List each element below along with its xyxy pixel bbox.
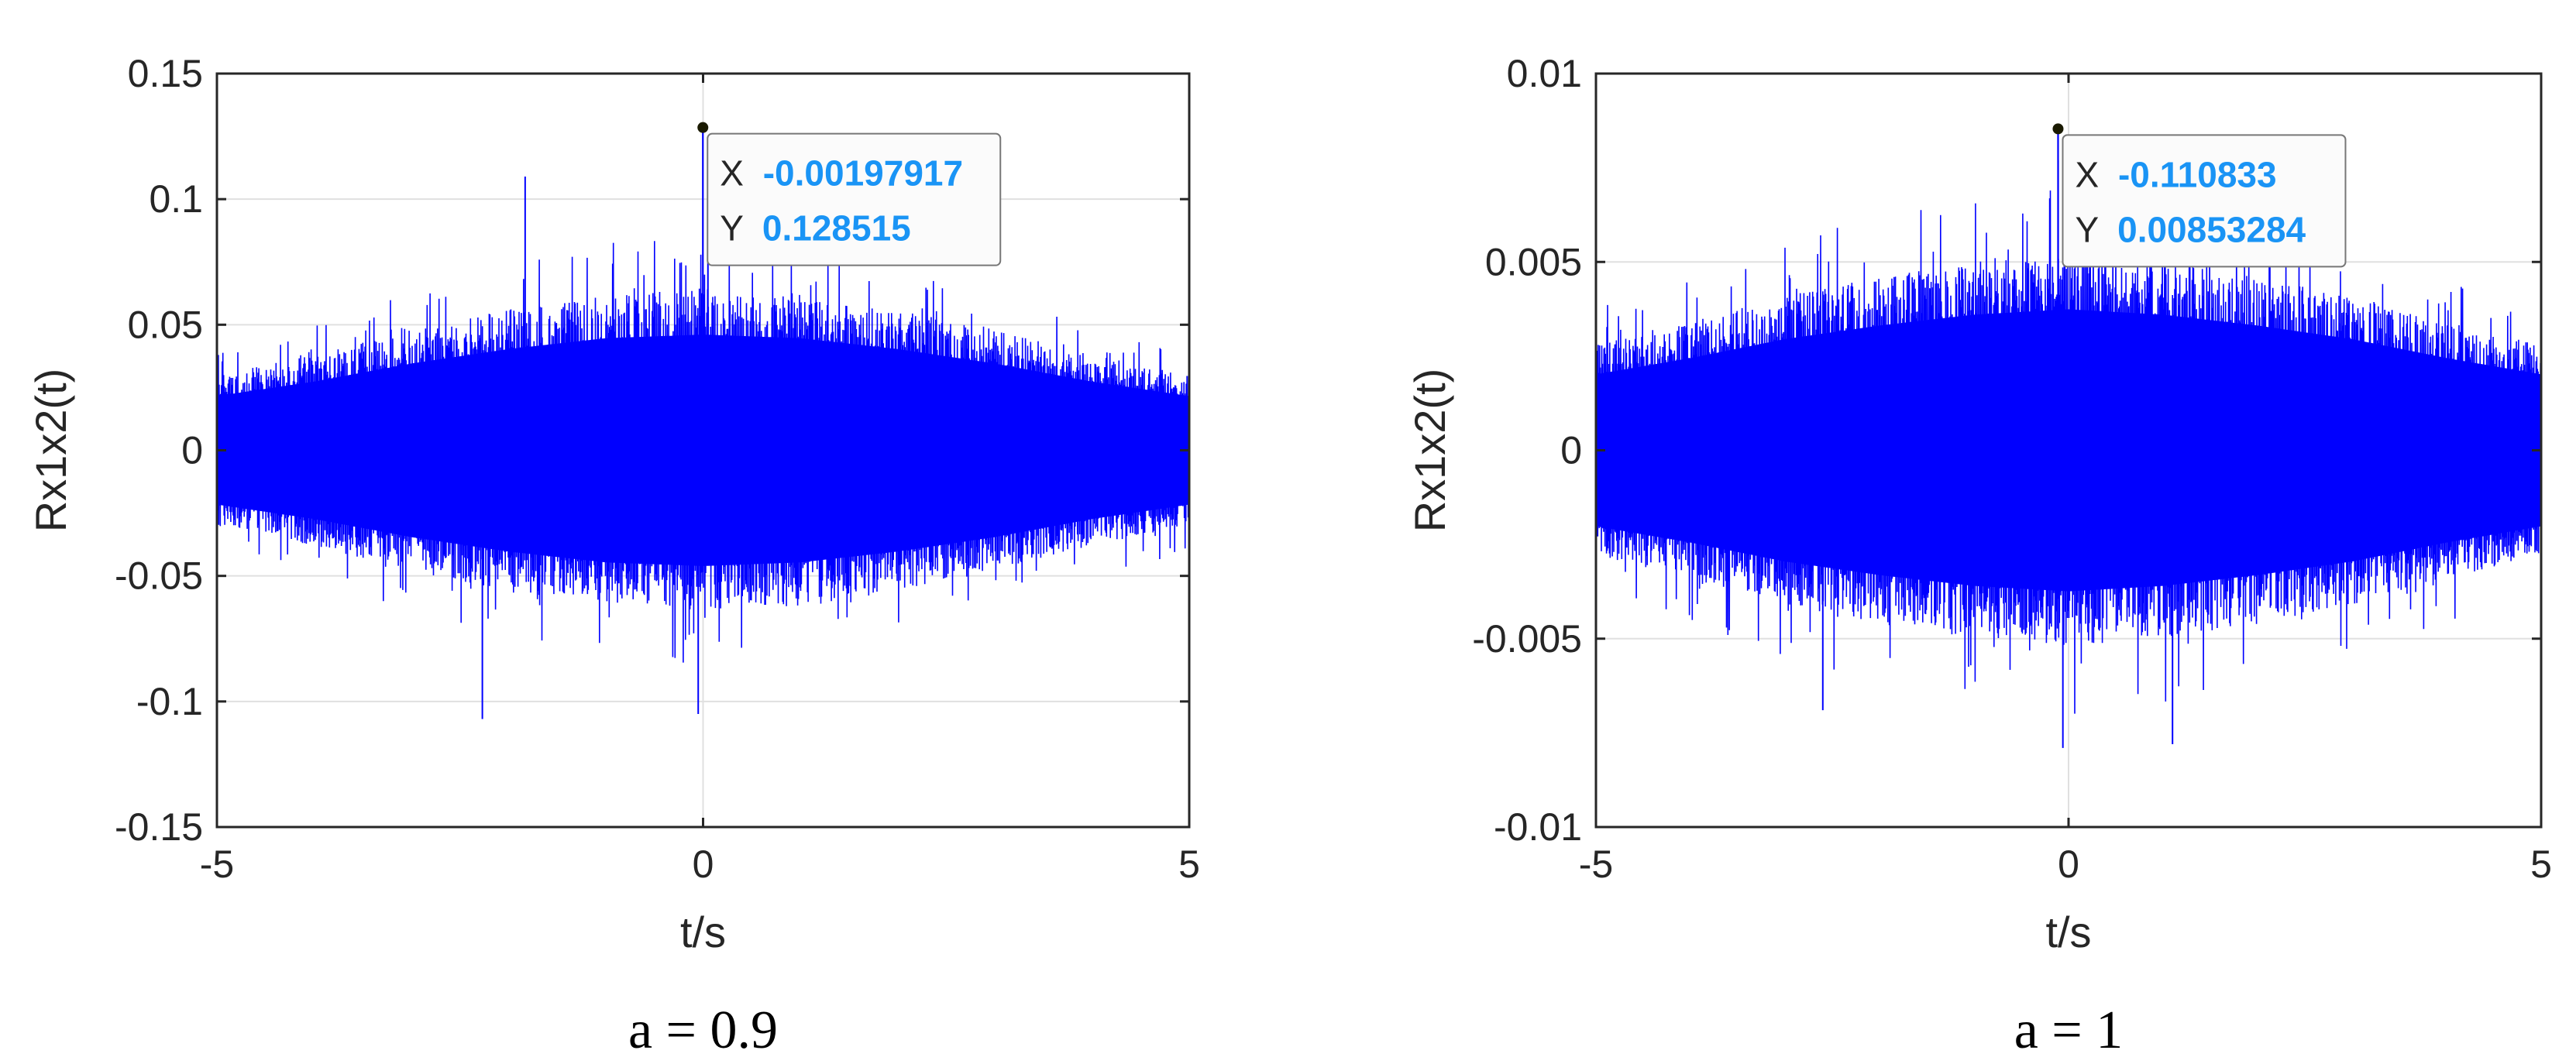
data-tip-x-key: X — [2075, 154, 2099, 194]
x-axis-label: t/s — [2045, 908, 2091, 956]
y-tick-label: 0.05 — [128, 303, 203, 346]
y-tick-labels: 0.15 0.1 0.05 0 -0.05 -0.1 -0.15 — [115, 52, 203, 849]
data-tip-marker[interactable] — [697, 122, 709, 133]
x-tick-label: 5 — [2530, 843, 2552, 886]
y-tick-label: 0.005 — [1485, 240, 1582, 283]
y-tick-label: -0.005 — [1472, 617, 1582, 661]
data-tip[interactable]: X -0.110833 Y 0.00853284 — [2052, 123, 2347, 268]
signal-core — [1596, 309, 2541, 592]
data-tip-x-value: -0.110833 — [2118, 154, 2277, 194]
data-tip-x-key: X — [720, 153, 744, 194]
x-tick-label: 5 — [1178, 843, 1200, 886]
data-tip-x-value: -0.00197917 — [763, 153, 963, 194]
y-tick-label: 0.15 — [128, 52, 203, 95]
data-tip-box — [707, 132, 1002, 266]
y-tick-label: -0.15 — [115, 805, 203, 849]
panel-caption: a = 0.9 — [628, 1001, 778, 1060]
y-axis-label: Rx1x2(t) — [1405, 369, 1454, 533]
data-tip-y-key: Y — [2075, 209, 2098, 249]
data-tip-y-value: 0.128515 — [762, 208, 911, 249]
x-axis-label: t/s — [680, 908, 726, 956]
tick-marks — [215, 72, 1191, 829]
x-tick-label: 0 — [2058, 843, 2079, 886]
x-tick-label: -5 — [200, 843, 234, 886]
data-tip[interactable]: X -0.00197917 Y 0.128515 — [697, 122, 1002, 266]
tick-marks — [1594, 72, 2543, 829]
signal-trace — [1595, 129, 2542, 748]
y-tick-label: 0.1 — [149, 177, 203, 221]
chart-panel-a1: 0.01 0.005 0 -0.005 -0.01 -5 0 5 t/s Rx1… — [1405, 52, 2552, 1060]
x-tick-labels: -5 0 5 — [1579, 843, 2552, 886]
y-tick-label: -0.1 — [136, 680, 203, 723]
x-tick-label: -5 — [1579, 843, 1613, 886]
y-tick-labels: 0.01 0.005 0 -0.005 -0.01 — [1472, 52, 1582, 849]
signal-trace — [216, 127, 1190, 719]
data-tip-y-row: Y 0.00853284 — [2075, 209, 2306, 249]
y-tick-label: -0.05 — [115, 554, 203, 598]
x-tick-label: 0 — [693, 843, 714, 886]
x-tick-labels: -5 0 5 — [200, 843, 1200, 886]
data-tip-x-row: X -0.110833 — [2075, 154, 2276, 194]
panel-caption: a = 1 — [2014, 1001, 2124, 1060]
y-tick-label: 0 — [181, 429, 203, 472]
data-tip-box — [2062, 134, 2347, 268]
data-tip-marker[interactable] — [2052, 123, 2064, 135]
data-tip-y-row: Y 0.128515 — [720, 208, 911, 249]
data-tip-y-key: Y — [720, 208, 743, 249]
data-tip-y-value: 0.00853284 — [2117, 209, 2306, 249]
y-tick-label: -0.01 — [1494, 805, 1582, 849]
y-tick-label: 0 — [1560, 429, 1582, 472]
chart-panel-a09: 0.15 0.1 0.05 0 -0.05 -0.1 -0.15 -5 0 5 … — [26, 52, 1200, 1060]
y-tick-label: 0.01 — [1507, 52, 1582, 95]
y-axis-label: Rx1x2(t) — [26, 369, 75, 533]
data-tip-x-row: X -0.00197917 — [720, 153, 963, 194]
